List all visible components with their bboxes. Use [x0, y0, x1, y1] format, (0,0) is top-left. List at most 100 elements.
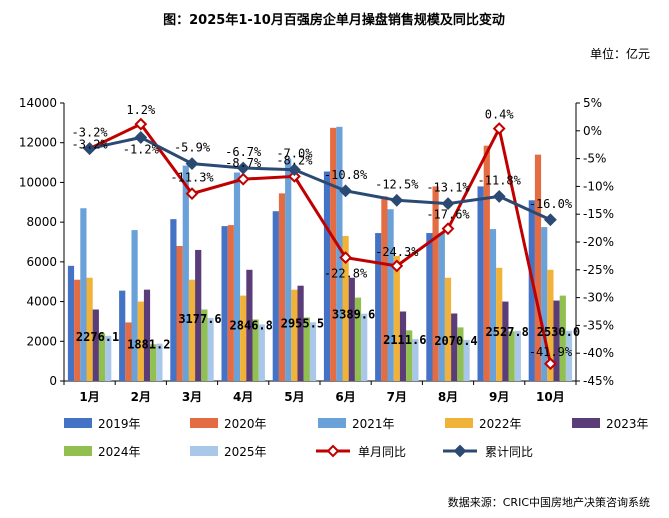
bar-2022年 [444, 277, 452, 381]
legend-swatch [190, 418, 218, 428]
marker-单月同比 [236, 172, 250, 186]
legend-swatch [64, 446, 92, 456]
y-tick-label: 10000 [19, 175, 57, 189]
bar-2023年 [92, 309, 99, 381]
bar-2021年 [233, 172, 241, 381]
bar-value-label: 2276.1 [76, 330, 119, 344]
bar-2022年 [188, 279, 196, 381]
x-tick-label: 4月 [233, 390, 253, 404]
bar-2022年 [496, 267, 503, 381]
x-tick-label: 8月 [438, 390, 458, 404]
bar-2022年 [547, 269, 554, 381]
bar-2023年 [502, 301, 509, 381]
bar-2022年 [342, 236, 349, 381]
marker-单月同比 [543, 357, 557, 371]
x-tick-label: 3月 [182, 390, 202, 404]
bar-2023年 [143, 289, 151, 381]
line-value-label: -12.5% [375, 177, 419, 191]
bar-2025年 [258, 324, 265, 381]
bar-2023年 [451, 313, 458, 381]
marker-累计同比 [236, 161, 250, 175]
bar-2024年 [354, 297, 362, 381]
bar-value-label: 2111.6 [383, 333, 426, 347]
bar-2020年 [381, 196, 388, 381]
marker-单月同比 [339, 251, 353, 264]
y2-tick-label: -15% [583, 207, 614, 221]
bar-value-label: 2955.5 [281, 316, 324, 330]
bar-2023年 [553, 300, 560, 381]
line-value-label: -3.2% [72, 126, 109, 140]
bar-2024年 [252, 319, 259, 381]
marker-累计同比 [83, 142, 97, 156]
bar-2020年 [176, 245, 183, 381]
legend-label: 2023年 [606, 417, 649, 431]
bar-2019年 [477, 186, 484, 381]
y-tick-label: 14000 [19, 96, 57, 110]
bar-2019年 [323, 171, 331, 381]
y-tick-label: 8000 [26, 215, 57, 229]
legend-swatch [445, 418, 473, 428]
bar-2020年 [74, 279, 81, 381]
marker-累计同比 [543, 213, 557, 227]
line-value-label: -22.8% [324, 267, 368, 281]
bar-2025年 [361, 313, 368, 381]
bar-value-label: 2530.0 [537, 325, 580, 339]
bar-2024年 [559, 295, 566, 381]
y2-tick-label: -5% [583, 152, 606, 166]
bar-2025年 [565, 330, 573, 381]
bar-value-label: 2846.8 [230, 318, 273, 332]
bar-2023年 [246, 269, 253, 381]
bar-value-label: 2527.8 [486, 325, 529, 339]
bar-2022年 [291, 289, 298, 381]
y2-tick-label: 0% [583, 124, 602, 138]
legend-label: 2020年 [224, 417, 267, 431]
y2-tick-label: -10% [583, 179, 614, 193]
bar-2025年 [463, 339, 470, 381]
bar-2021年 [285, 158, 292, 381]
line-value-label: -7.0% [276, 147, 313, 161]
y-tick-label: 0 [49, 374, 57, 388]
line-value-label: -1.2% [123, 142, 160, 156]
marker-累计同比 [185, 157, 199, 171]
line-value-label: -17.6% [426, 208, 470, 222]
bar-2023年 [348, 277, 355, 381]
bar-2020年 [432, 186, 439, 381]
bar-2022年 [86, 277, 93, 381]
marker-累计同比 [492, 189, 506, 203]
bar-2024年 [457, 327, 464, 381]
marker-单月同比 [185, 187, 199, 201]
bar-2023年 [297, 285, 304, 381]
bar-2021年 [182, 165, 189, 381]
x-tick-label: 5月 [284, 390, 304, 404]
x-tick-label: 1月 [79, 390, 99, 404]
line-value-label: -6.7% [225, 145, 262, 159]
bar-2021年 [489, 229, 497, 381]
legend-label: 2021年 [352, 417, 395, 431]
line-单月同比 [88, 122, 552, 365]
line-value-label: 1.2% [126, 103, 156, 117]
line-value-label: -11.8% [478, 173, 522, 187]
x-tick-label: 10月 [536, 390, 565, 404]
data-labels: 2276.1 1881.2 3177.6 2846.8 2955.5 3389.6 2111… [72, 103, 581, 359]
bar-2020年 [483, 145, 490, 381]
line-value-label: -11.3% [170, 171, 214, 185]
bars [67, 126, 573, 381]
bar-2022年 [240, 295, 247, 381]
legend: 2019年 2020年 2021年 2022年 2023年 2024年 2025年 单月同比 累… [64, 417, 649, 459]
line-value-label: -5.9% [174, 141, 211, 155]
y-tick-label: 2000 [26, 334, 57, 348]
line-value-label: -41.9% [529, 345, 573, 359]
bar-value-label: 1881.2 [127, 338, 170, 352]
line-value-label: -24.3% [375, 245, 419, 259]
marker-单月同比 [390, 259, 404, 273]
line-value-label: -3.2% [72, 138, 109, 152]
legend-label: 2025年 [224, 445, 267, 459]
legend-label: 2024年 [98, 445, 141, 459]
bar-2021年 [438, 233, 445, 381]
y2-tick-label: 5% [583, 96, 602, 110]
legend-marker [326, 444, 340, 458]
y2-tick-label: -40% [583, 346, 614, 360]
bar-2021年 [336, 126, 343, 381]
bar-2022年 [393, 255, 400, 381]
x-tick-label: 9月 [489, 390, 509, 404]
